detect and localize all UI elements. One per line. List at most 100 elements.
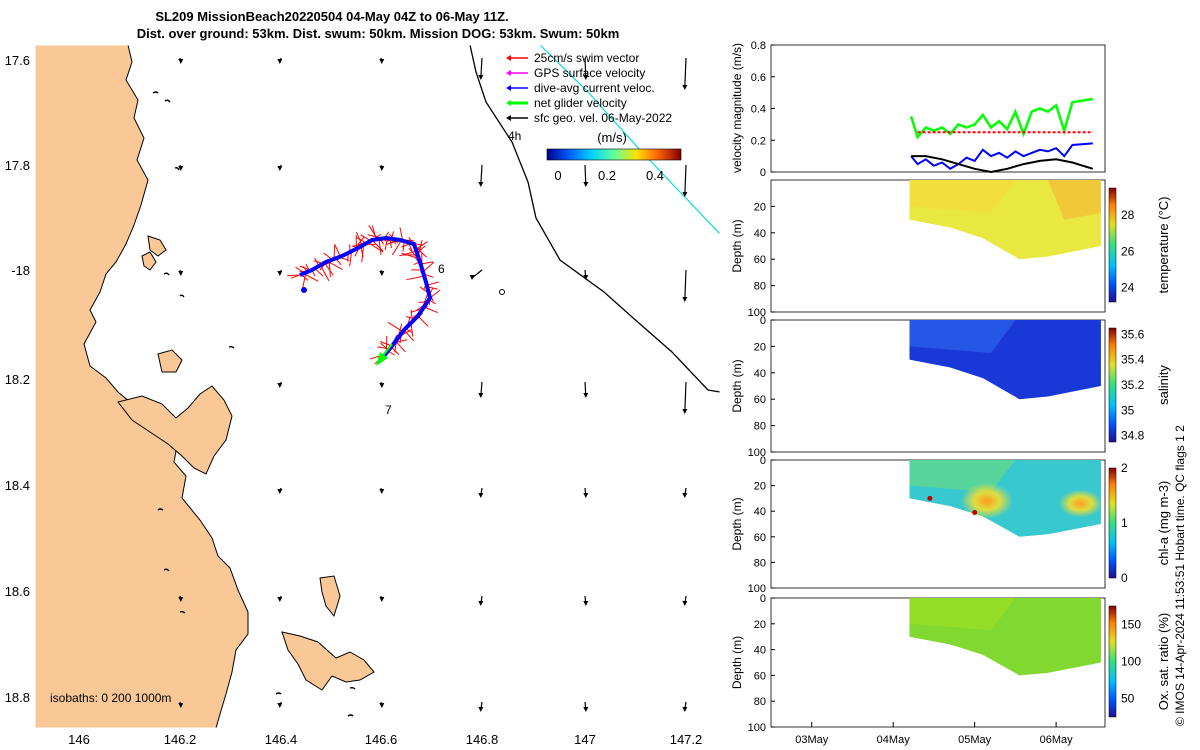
geo-arrow-shaft [684, 269, 687, 301]
section-colorbar-label: Ox. sat. ratio (%) [1156, 613, 1171, 711]
geo-arrow-head [178, 703, 184, 708]
velocity-y-tick-label: 0.4 [751, 104, 766, 116]
section-ylabel: Depth (m) [730, 497, 744, 550]
section-colorbar-tick-label: 1 [1121, 516, 1128, 530]
map-x-tick-label: 146.4 [265, 732, 298, 747]
time-tick-label: 06May [1040, 734, 1074, 746]
geo-arrow-head [178, 271, 184, 276]
velocity-y-tick-label: 0.6 [751, 72, 766, 84]
palm-island-main [281, 631, 375, 691]
swim-vector [287, 274, 301, 277]
section-y-tick-label: 0 [760, 593, 766, 605]
section-y-tick-label: 0 [760, 455, 766, 467]
section-colorbar-tick-label: 34.8 [1121, 429, 1145, 443]
section-colorbar-label: salinity [1156, 365, 1171, 405]
section-colorbar [1108, 605, 1117, 718]
time-tick-label: 04May [877, 734, 911, 746]
net-velocity-arrowhead [376, 352, 388, 366]
geo-arrow-head [583, 707, 589, 712]
section-colorbar-tick-label: 35.6 [1121, 327, 1145, 341]
swim-vector [333, 245, 336, 260]
swim-vector [327, 260, 343, 271]
section-y-tick-label: 40 [754, 368, 766, 380]
map-y-tick-label: 18.2 [5, 372, 30, 387]
geo-arrow-head [583, 275, 589, 280]
isobath-1000m [469, 45, 720, 393]
dunk-island [147, 235, 167, 257]
map-colorbar-tick-label: 0.4 [646, 168, 664, 183]
section-panel: 0 20 40 60 80 100 Depth (m) 0 1 2 chl-a (mg m-3) [730, 455, 1171, 595]
geo-arrow-head [478, 493, 484, 498]
section-y-tick-label: 80 [754, 696, 766, 708]
section-ylabel: Depth (m) [730, 359, 744, 412]
geo-arrow-head [277, 597, 283, 602]
section-colorbar-label: chl-a (mg m-3) [1156, 481, 1171, 566]
geo-arrow-head [478, 707, 484, 712]
swim-vector [361, 244, 365, 263]
section-panel: 0 20 40 60 80 100 Depth (m) 50 100 150 Ox. sat. ra… [730, 593, 1171, 734]
legend-label: dive-avg current veloc. [534, 81, 655, 95]
section-warm-layer [1047, 180, 1101, 220]
chart-subtitle: Dist. over ground: 53km. Dist. swum: 50k… [137, 26, 620, 41]
section-colorbar-tick-label: 0 [1121, 571, 1128, 585]
velocity-series-line [909, 97, 1093, 140]
geo-arrow-head [682, 85, 688, 90]
section-y-tick-label: 60 [754, 394, 766, 406]
velocity-series-line [911, 155, 1094, 174]
chl-maximum [1058, 489, 1103, 518]
map-y-tick-label: -18 [11, 263, 30, 278]
legend-label: net glider velocity [534, 96, 627, 110]
section-y-tick-label: 40 [754, 228, 766, 240]
section-colorbar-tick-label: 150 [1121, 618, 1141, 632]
geo-arrow-head [583, 75, 589, 80]
swim-vector [328, 260, 331, 278]
swim-vector [406, 275, 425, 281]
geo-arrow-head [379, 59, 385, 64]
geo-arrow-shaft [584, 164, 587, 186]
section-colorbar [1108, 327, 1117, 443]
geo-arrow-head [682, 601, 688, 606]
section-y-tick-label: 40 [754, 506, 766, 518]
annotation-4h: 4h [508, 129, 521, 143]
map-y-tick-label: 18.8 [5, 690, 30, 705]
small-reefs [152, 91, 356, 717]
map-x-axis: 146 146.2 146.4 146.6 146.8 147 147.2 [68, 732, 702, 747]
map-panel: 146 146.2 146.4 146.6 146.8 147 147.2 17.6 17.8… [5, 44, 721, 747]
swim-vector [391, 240, 402, 256]
swim-vector [417, 315, 429, 327]
time-tick-label: 05May [958, 734, 992, 746]
geo-arrow-head [277, 703, 283, 708]
geo-arrow-head [178, 59, 184, 64]
swim-vector [399, 227, 404, 241]
palm-island-group [319, 575, 341, 618]
orpheus-island [141, 251, 157, 271]
section-y-tick-label: 100 [748, 583, 766, 595]
map-x-tick-label: 146.6 [365, 732, 398, 747]
map-y-tick-label: 18.6 [5, 584, 30, 599]
mooring-marker [499, 289, 505, 295]
geo-arrow-head [583, 493, 589, 498]
section-y-tick-label: 20 [754, 619, 766, 631]
geo-arrow-head [682, 707, 688, 712]
geo-arrow-head [277, 271, 283, 276]
velocity-y-ticks: 0 0.2 0.4 0.6 0.8 [751, 40, 775, 179]
geo-arrow-head [379, 271, 385, 276]
map-colorbar-tick-label: 0.2 [598, 168, 616, 183]
map-colorbar-tick-label: 0 [554, 168, 561, 183]
section-colorbar-tick-label: 24 [1121, 281, 1135, 295]
swim-vector [334, 243, 341, 257]
section-y-tick-label: 20 [754, 481, 766, 493]
swim-vector [420, 261, 434, 265]
swim-vector [401, 252, 419, 259]
geo-arrow-shaft [584, 57, 587, 79]
section-data-layer [909, 598, 1016, 631]
map-frame [34, 44, 721, 729]
geo-arrow-head [178, 166, 184, 171]
section-y-tick-label: 20 [754, 341, 766, 353]
time-tick-label: 03May [795, 734, 829, 746]
section-colorbar-tick-label: 50 [1121, 692, 1135, 706]
glider-track [299, 235, 433, 358]
swim-vector [303, 273, 319, 282]
swim-vector [378, 238, 382, 255]
